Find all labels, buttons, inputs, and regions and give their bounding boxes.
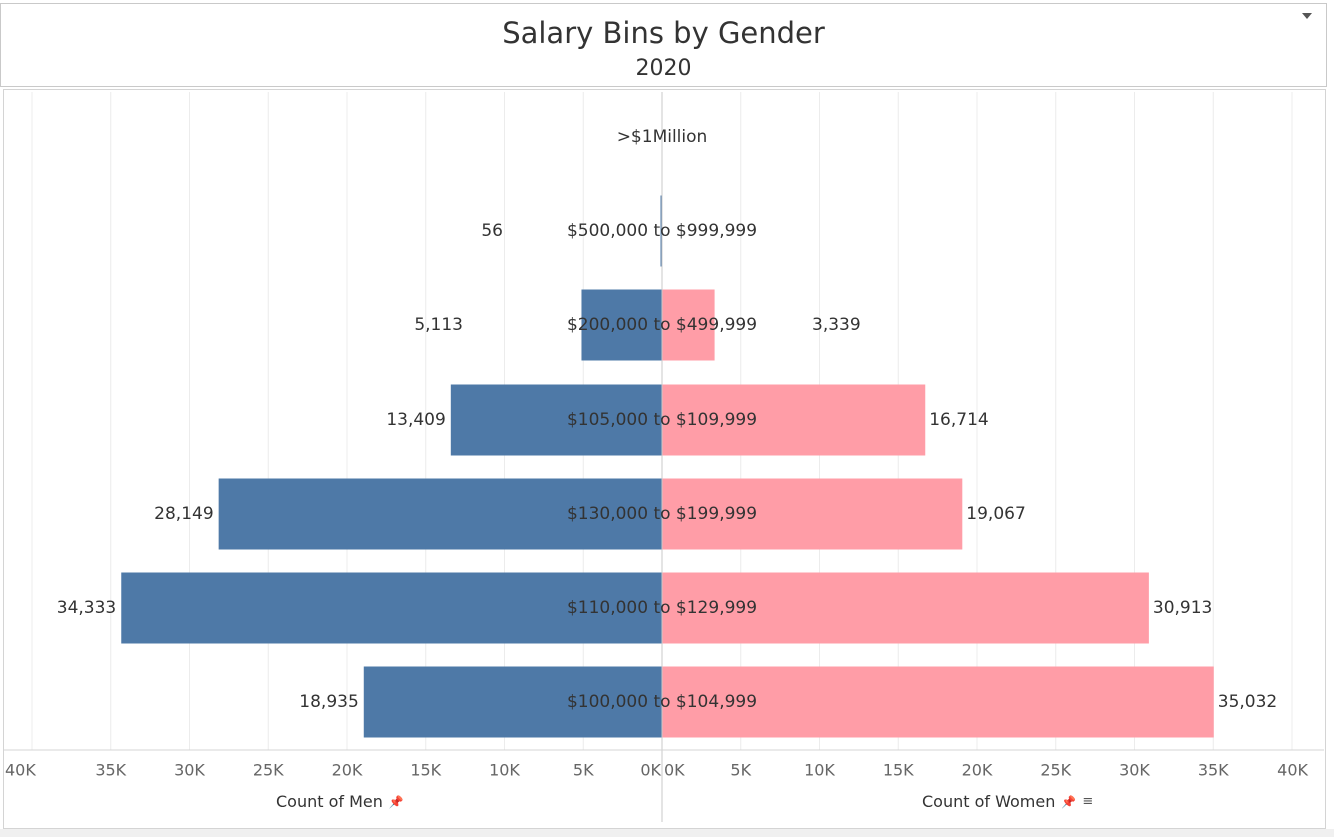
pin-icon[interactable]: 📌 — [1061, 794, 1077, 809]
x-tick-label-women: 40K — [1277, 761, 1308, 780]
x-tick-label-women: 30K — [1119, 761, 1150, 780]
women-axis-title-text: Count of Women — [922, 792, 1056, 811]
data-label-men: 13,409 — [386, 410, 445, 430]
bar-women[interactable] — [662, 384, 926, 456]
x-tick-label-women: 5K — [730, 761, 751, 780]
bar-women[interactable] — [662, 289, 715, 361]
x-tick-label-men: 20K — [332, 761, 363, 780]
x-tick-label-men: 25K — [253, 761, 284, 780]
x-tick-label-men: 15K — [410, 761, 441, 780]
bottom-strip — [0, 829, 1334, 837]
data-label-women: 35,032 — [1218, 692, 1277, 712]
bar-men[interactable] — [121, 572, 662, 644]
men-axis-title-text: Count of Men — [276, 792, 383, 811]
x-tick-label-women: 10K — [804, 761, 835, 780]
category-label: >$1Million — [617, 127, 708, 147]
x-tick-label-men: 5K — [573, 761, 594, 780]
category-label: $100,000 to $104,999 — [567, 692, 757, 712]
data-label-men: 18,935 — [299, 692, 358, 712]
pin-icon[interactable]: 📌 — [388, 794, 404, 809]
chart-subtitle: 2020 — [635, 56, 692, 81]
data-label-women: 19,067 — [966, 504, 1025, 524]
x-tick-label-women: 35K — [1198, 761, 1229, 780]
data-label-men: 28,149 — [154, 504, 213, 524]
category-label: $500,000 to $999,999 — [567, 221, 757, 241]
x-tick-label-women: 0K — [664, 761, 685, 780]
x-tick-label-men: 10K — [489, 761, 520, 780]
chart-title: Salary Bins by Gender — [502, 16, 825, 50]
x-tick-label-men: 30K — [174, 761, 205, 780]
category-label: $130,000 to $199,999 — [567, 504, 757, 524]
x-tick-label-men: 40K — [5, 761, 36, 780]
data-label-women: 30,913 — [1153, 598, 1212, 618]
category-label: $200,000 to $499,999 — [567, 315, 757, 335]
men-axis-title[interactable]: Count of Men 📌 — [276, 792, 404, 811]
data-label-women: 16,714 — [929, 410, 988, 430]
x-tick-label-women: 20K — [962, 761, 993, 780]
x-tick-label-women: 25K — [1040, 761, 1071, 780]
title-panel: Salary Bins by Gender 2020 — [0, 3, 1327, 87]
data-label-men: 56 — [481, 221, 503, 241]
bar-men[interactable] — [581, 289, 662, 361]
data-label-women: 3,339 — [812, 315, 861, 335]
category-label: $105,000 to $109,999 — [567, 410, 757, 430]
bar-men[interactable] — [450, 384, 662, 456]
data-label-men: 5,113 — [414, 315, 463, 335]
bar-women[interactable] — [662, 572, 1149, 644]
sort-descending-icon[interactable]: ≡ — [1082, 794, 1093, 809]
women-axis-title[interactable]: Count of Women 📌 ≡ — [922, 792, 1093, 811]
dropdown-caret-icon[interactable] — [1302, 13, 1312, 19]
data-label-men: 34,333 — [57, 598, 116, 618]
x-tick-label-women: 15K — [883, 761, 914, 780]
bar-men[interactable] — [660, 195, 663, 267]
category-label: $110,000 to $129,999 — [567, 598, 757, 618]
x-tick-label-men: 0K — [640, 761, 661, 780]
bar-women[interactable] — [662, 666, 1214, 738]
bar-women[interactable] — [662, 478, 963, 550]
bar-men[interactable] — [218, 478, 662, 550]
bar-men[interactable] — [363, 666, 662, 738]
x-tick-label-men: 35K — [95, 761, 126, 780]
